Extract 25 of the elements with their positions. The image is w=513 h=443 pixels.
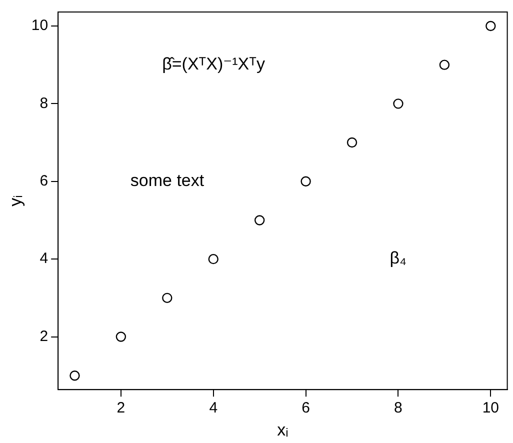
point [393, 98, 404, 109]
y-tick-label: 8 [40, 94, 48, 112]
point [254, 215, 265, 226]
x-tick-label: 6 [302, 400, 310, 417]
point [300, 176, 311, 186]
point [486, 20, 496, 32]
x-tick-label: 8 [394, 400, 402, 417]
x-tick-label: 10 [482, 400, 500, 417]
point [162, 292, 172, 304]
y-tick-label: 4 [40, 250, 48, 268]
annotation: some text [130, 171, 204, 190]
point [208, 254, 218, 264]
y-tick-label: 2 [40, 328, 48, 345]
y-tick-label: 6 [40, 172, 48, 190]
x-tick-label: 4 [209, 400, 218, 417]
annotation: β₄ [390, 248, 407, 268]
x-axis-title: xᵢ [277, 420, 288, 440]
point [70, 370, 80, 381]
annotation: β̂=(XᵀX)⁻¹Xᵀy [162, 54, 266, 74]
point [346, 137, 358, 148]
x-tick-label: 2 [116, 400, 126, 417]
point [439, 60, 450, 70]
y-axis-title: yᵢ [6, 195, 25, 206]
point [116, 332, 126, 342]
y-tick-label: 10 [31, 17, 48, 34]
